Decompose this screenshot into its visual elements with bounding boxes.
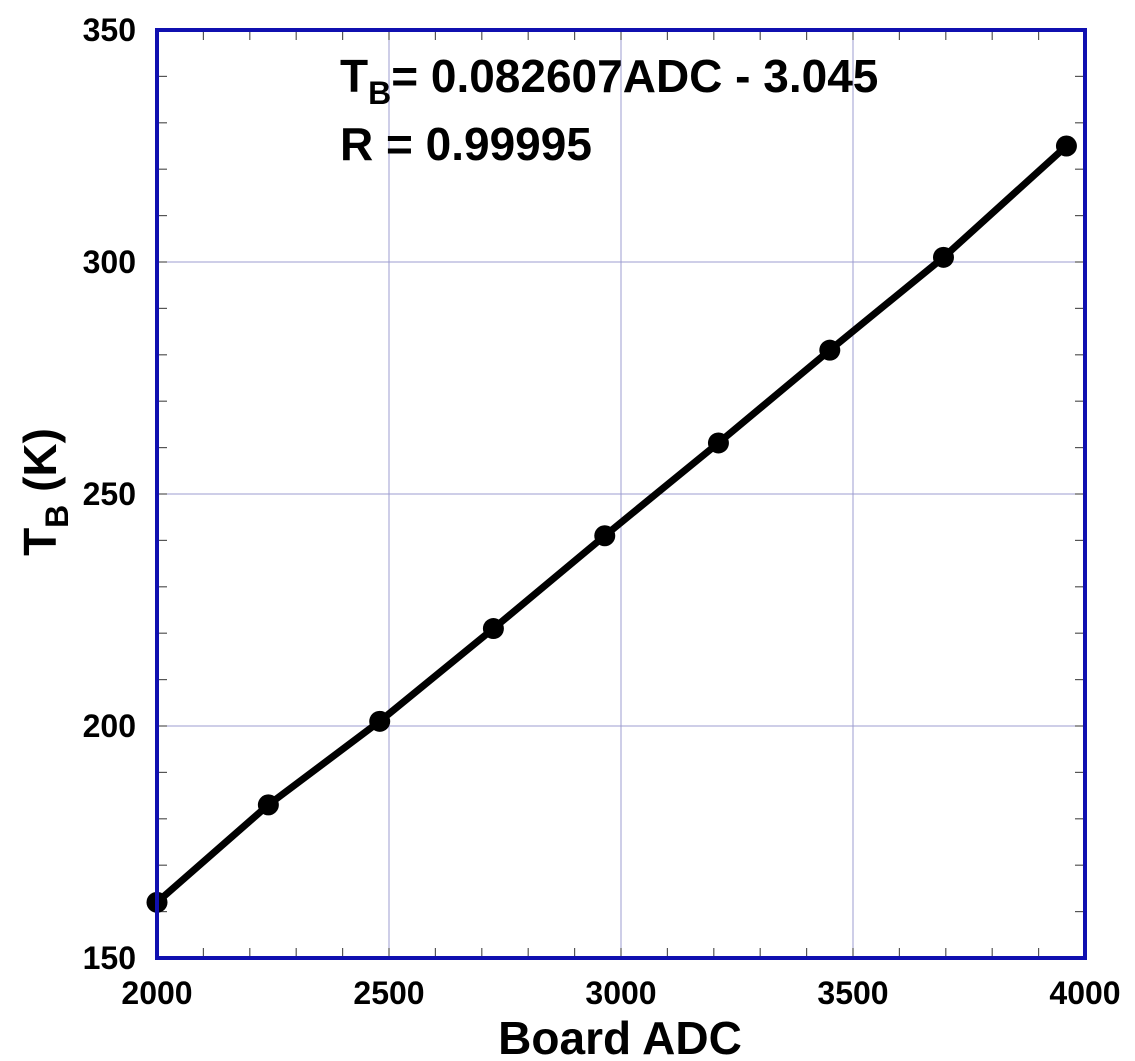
- x-tick-label: 2000: [121, 975, 192, 1011]
- y-axis-title: TB (K): [14, 428, 75, 556]
- y-tick-label: 350: [83, 12, 136, 48]
- x-tick-label: 2500: [353, 975, 424, 1011]
- data-point: [819, 339, 841, 361]
- equation-rest: = 0.082607ADC - 3.045: [391, 50, 878, 102]
- r-annotation: R = 0.99995: [340, 118, 592, 170]
- x-axis-title: Board ADC: [498, 1012, 742, 1061]
- y-tick-labels: 150 200 250 300 350: [83, 12, 136, 976]
- y-tick-label: 300: [83, 244, 136, 280]
- data-point: [932, 246, 954, 268]
- y-axis-title-sub: B: [39, 505, 75, 528]
- x-tick-label: 3500: [817, 975, 888, 1011]
- plot-frame: [155, 28, 1087, 960]
- data-point: [1055, 135, 1077, 157]
- y-tick-label: 150: [83, 940, 136, 976]
- equation-main: T: [340, 50, 368, 102]
- equation-sub: B: [368, 75, 391, 111]
- series: [146, 135, 1077, 913]
- data-point: [594, 525, 616, 547]
- y-axis-title-main: T: [14, 528, 66, 556]
- grid-lines: [157, 30, 1085, 958]
- data-point: [369, 710, 391, 732]
- x-tick-labels: 2000 2500 3000 3500 4000: [121, 975, 1120, 1011]
- y-tick-label: 200: [83, 708, 136, 744]
- data-point: [257, 794, 279, 816]
- data-point: [707, 432, 729, 454]
- data-point: [482, 618, 504, 640]
- series-line: [154, 143, 1069, 905]
- x-tick-label: 4000: [1049, 975, 1120, 1011]
- x-tick-label: 3000: [585, 975, 656, 1011]
- y-tick-label: 250: [83, 476, 136, 512]
- equation-annotation: TB= 0.082607ADC - 3.045: [340, 50, 878, 111]
- y-axis-title-rest: (K): [14, 428, 66, 505]
